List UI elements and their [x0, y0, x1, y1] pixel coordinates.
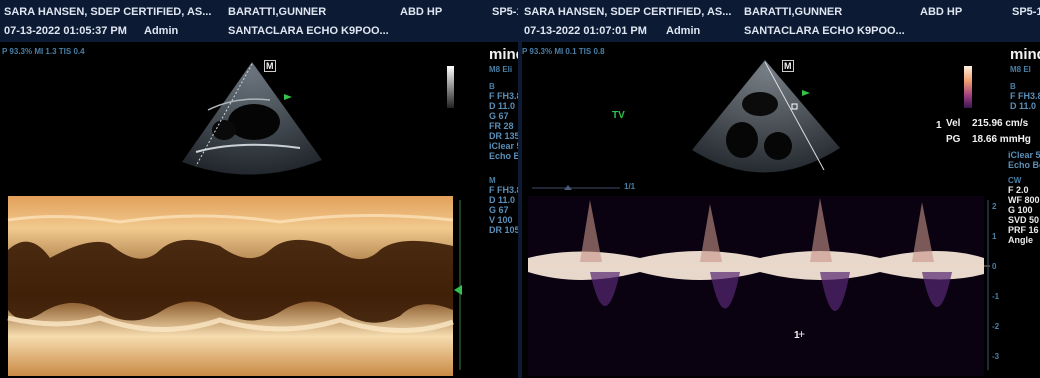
pressure-gradient-value: 18.66 mmHg: [972, 134, 1031, 145]
doppler-waveform: [528, 198, 984, 311]
depth-marker-icon: [802, 90, 810, 96]
m-line-cursor: [195, 63, 253, 167]
left-ultrasound-screen: SARA HANSEN, SDEP CERTIFIED, AS... BARAT…: [0, 0, 520, 378]
operator-name: SARA HANSEN, SDEP CERTIFIED, AS...: [524, 6, 732, 18]
cw-cursor-line: [764, 61, 825, 171]
patient-name: BARATTI,GUNNER: [228, 6, 327, 18]
operator-name: SARA HANSEN, SDEP CERTIFIED, AS...: [4, 6, 212, 18]
system-model: M8 El: [1010, 65, 1031, 74]
probe-name: SP5-1: [492, 6, 520, 18]
right-ultrasound-screen: SARA HANSEN, SDEP CERTIFIED, AS... BARAT…: [520, 0, 1040, 378]
baseline-marker-icon: [454, 285, 462, 295]
probe-name: SP5-1: [1012, 6, 1040, 18]
left-header-bar: SARA HANSEN, SDEP CERTIFIED, AS... BARAT…: [0, 0, 520, 42]
grayscale-bar: [447, 66, 454, 108]
doppler-velocity-scale: 2 1 0 -1 -2 -3: [992, 202, 1000, 361]
sweep-indicator: 1/1: [624, 182, 636, 191]
pressure-gradient-label: PG: [946, 134, 961, 145]
left-image-canvas: [7, 62, 462, 376]
view-label: TV: [612, 110, 625, 121]
measurement-index: 1: [936, 120, 942, 131]
right-header-bar: SARA HANSEN, SDEP CERTIFIED, AS... BARAT…: [520, 0, 1040, 42]
right-b-mode-sector: [692, 60, 840, 173]
right-cw-params: iClear 5 Echo Bo CW F 2.0 WF 800 G 100 S…: [1008, 150, 1040, 245]
right-image-canvas: +: [528, 60, 990, 376]
left-probe-orientation-marker: M: [264, 60, 276, 72]
velocity-label: Vel: [946, 118, 961, 129]
right-chamber-a: [726, 122, 758, 158]
exam-datetime: 07-13-2022 01:07:01 PM: [524, 25, 647, 37]
velocity-value: 215.96 cm/s: [972, 118, 1029, 129]
clinic-name: SANTACLARA ECHO K9POO...: [744, 25, 905, 37]
right-b-mode-params: B F FH3.8 D 11.0: [1010, 82, 1040, 111]
patient-name: BARATTI,GUNNER: [744, 6, 843, 18]
left-b-mode-params: B F FH3.8 D 11.0 G 67 FR 28 DR 135 iClea…: [489, 82, 520, 161]
system-model: M8 Eli: [489, 65, 513, 74]
clinic-name: SANTACLARA ECHO K9POO...: [228, 25, 389, 37]
panel-divider: [518, 0, 522, 378]
measurement-box: 1 Vel 215.96 cm/s PG 18.66 mmHg: [932, 112, 1040, 148]
left-chamber: [228, 104, 280, 140]
cursor-label: 1: [794, 330, 800, 341]
exam-type: ABD HP: [920, 6, 963, 18]
brand-logo: mind: [1010, 46, 1040, 63]
right-chamber-b: [764, 132, 792, 160]
color-scale-bar: [964, 66, 972, 108]
exam-type: ABD HP: [400, 6, 443, 18]
brand-logo: mind: [489, 46, 520, 63]
depth-marker-icon: [284, 94, 292, 100]
user-name: Admin: [144, 25, 179, 37]
right-probe-orientation-marker: M: [782, 60, 794, 72]
exam-datetime: 07-13-2022 01:05:37 PM: [4, 25, 127, 37]
m-mode-dark-chamber: [8, 239, 453, 323]
acoustic-output: P 93.3% MI 1.3 TIS 0.4: [2, 47, 85, 56]
left-m-mode-params: M F FH3.8 D 11.0 G 67 V 100 DR 105: [489, 176, 520, 235]
velocity-cursor-icon: +: [798, 327, 805, 341]
acoustic-output: P 93.3% MI 0.1 TIS 0.8: [522, 47, 605, 56]
user-name: Admin: [666, 25, 701, 37]
